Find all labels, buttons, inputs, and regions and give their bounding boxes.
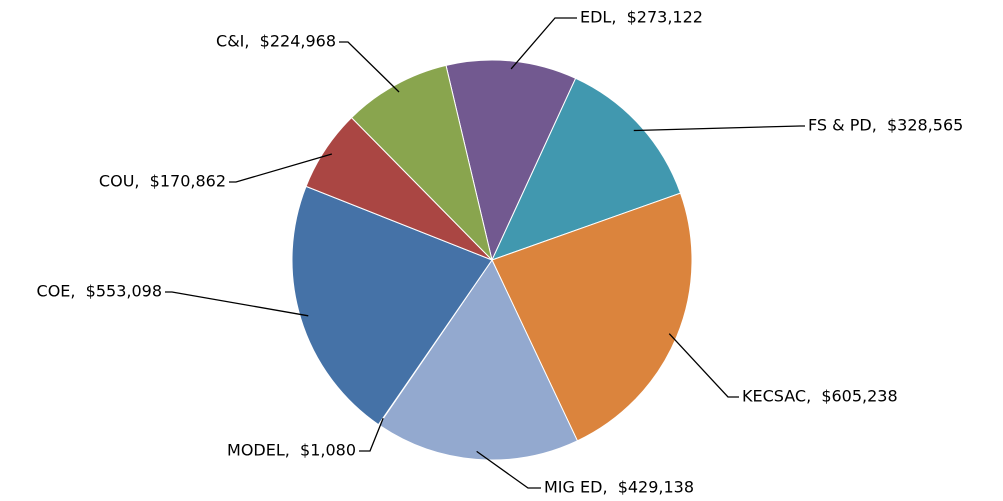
pie-slice xyxy=(491,192,693,442)
leader-line xyxy=(633,125,805,132)
pie-slice xyxy=(378,258,579,461)
pie-slice xyxy=(445,59,577,262)
leader-line xyxy=(359,417,384,452)
data-label: KECSAC, $605,238 xyxy=(742,387,898,406)
pie-slice xyxy=(291,185,493,426)
leader-line xyxy=(339,41,400,93)
data-label: MODEL, $1,080 xyxy=(227,441,356,460)
leader-line xyxy=(165,291,309,317)
leader-line xyxy=(476,450,541,489)
leader-line xyxy=(668,333,739,398)
data-label: EDL, $273,122 xyxy=(580,8,703,27)
data-label: COU, $170,862 xyxy=(99,172,226,191)
data-label: C&I, $224,968 xyxy=(216,32,336,51)
leader-line xyxy=(229,153,333,183)
data-label: FS & PD, $328,565 xyxy=(808,116,963,135)
data-label: MIG ED, $429,138 xyxy=(544,478,694,497)
pie-slice xyxy=(350,64,493,262)
pie-slice xyxy=(491,77,682,261)
leader-line xyxy=(510,17,577,70)
data-label: COE, $553,098 xyxy=(37,282,162,301)
